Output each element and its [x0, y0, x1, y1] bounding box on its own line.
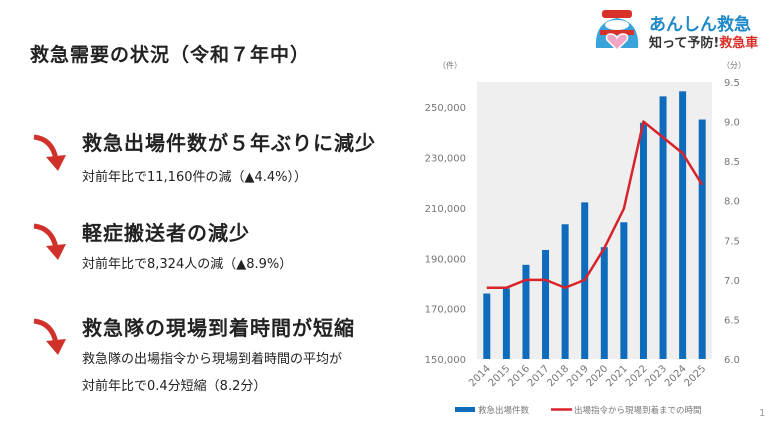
logo-subtext: 知って予防!救急車 [649, 36, 759, 51]
bar [542, 249, 550, 359]
legend-label: 出場指令から現場到着までの時間 [574, 405, 702, 416]
x-axis-tick-label: 2014 [467, 363, 493, 389]
bar [522, 264, 530, 359]
left-axis-tick-label: 150,000 [425, 355, 466, 366]
down-arrow-icon [33, 318, 66, 355]
logo: あんしん救急 知って予防!救急車 [592, 8, 762, 52]
x-axis-tick-label: 2021 [604, 363, 630, 389]
bar [679, 91, 687, 360]
legend-label: 救急出場件数 [478, 405, 530, 416]
right-axis-tick-label: 8.0 [724, 197, 740, 208]
point-heading: 救急出場件数が５年ぶりに減少 [82, 131, 376, 155]
right-axis-tick-label: 6.5 [724, 315, 740, 326]
point-detail: 対前年比で0.4分短縮（8.2分） [82, 379, 267, 394]
line-series [486, 120, 704, 290]
down-arrow-icon [33, 223, 66, 260]
bar [659, 96, 667, 359]
point-heading: 救急隊の現場到着時間が短縮 [82, 316, 355, 340]
page-number: 1 [759, 408, 766, 419]
point-detail: 対前年比で11,160件の減（▲4.4%）） [82, 170, 308, 185]
left-axis-tick-label: 230,000 [425, 154, 466, 165]
x-axis-tick-label: 2019 [565, 363, 591, 389]
bar [483, 293, 491, 359]
left-axis-tick-label: 170,000 [425, 305, 466, 316]
x-axis-tick-label: 2023 [643, 363, 669, 389]
left-axis-tick-label: 250,000 [425, 103, 466, 114]
x-axis-tick-label: 2025 [683, 363, 709, 389]
x-axis-tick-label: 2024 [663, 363, 689, 389]
point-heading: 軽症搬送者の減少 [82, 221, 250, 245]
bar [639, 122, 647, 359]
x-axis-tick-label: 2015 [487, 363, 513, 389]
plot-area [477, 82, 712, 359]
left-axis-tick-label: 190,000 [425, 254, 466, 265]
right-axis-tick-label: 9.0 [724, 118, 740, 129]
bar [561, 224, 569, 359]
x-axis-tick-label: 2018 [545, 363, 571, 389]
legend-swatch-bar [455, 407, 475, 412]
x-axis-tick-label: 2020 [585, 363, 611, 389]
down-arrow-icon [33, 134, 66, 171]
right-axis-tick-label: 6.0 [724, 355, 740, 366]
right-axis-tick-label: 9.5 [724, 78, 740, 89]
bar [620, 222, 628, 359]
ambulance-mascot-icon [595, 10, 639, 52]
right-axis-unit: （分） [722, 61, 746, 70]
logo-text: あんしん救急 [649, 15, 751, 35]
bar [698, 119, 706, 360]
x-axis-tick-label: 2016 [506, 363, 532, 389]
right-axis-tick-label: 7.5 [724, 236, 740, 247]
x-axis-tick-label: 2022 [624, 363, 650, 389]
point-detail: 救急隊の出場指令から現場到着時間の平均が [82, 352, 343, 367]
left-axis-unit: （件） [438, 60, 462, 70]
page-title: 救急需要の状況（令和７年中） [30, 44, 311, 66]
right-axis-tick-label: 8.5 [724, 157, 740, 168]
point-detail: 対前年比で8,324人の減（▲8.9%） [82, 257, 293, 272]
bar [502, 288, 510, 359]
left-axis-tick-label: 210,000 [425, 204, 466, 215]
bar [600, 247, 608, 359]
right-axis-tick-label: 7.0 [724, 276, 740, 287]
x-axis-tick-label: 2017 [526, 363, 552, 389]
